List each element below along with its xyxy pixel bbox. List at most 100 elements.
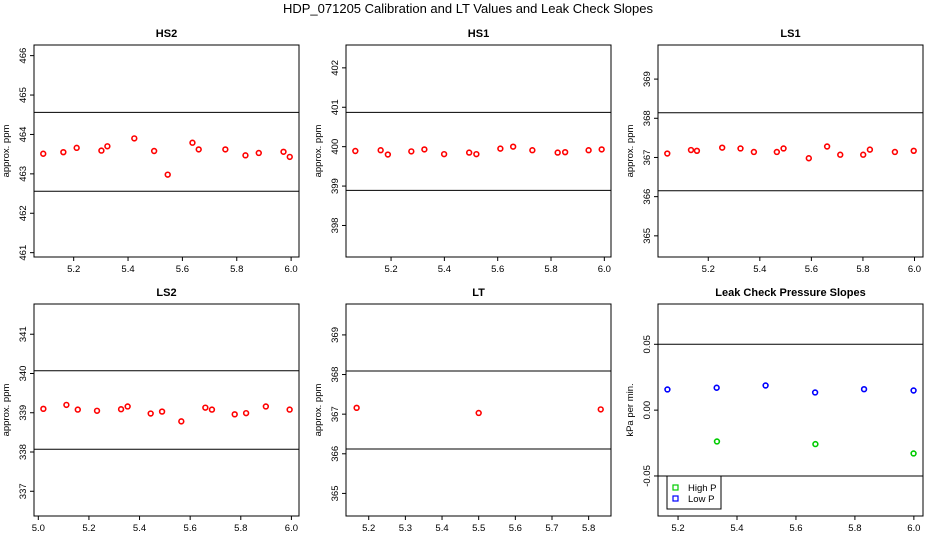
data-point [859, 151, 867, 158]
plot-frame [345, 44, 612, 258]
panel-title: Leak Check Pressure Slopes [715, 287, 865, 299]
data-point [178, 418, 185, 425]
x-tick-label: 5.7 [545, 523, 558, 534]
y-axis-label: approx. ppm [313, 125, 324, 178]
high-p-data-point [713, 438, 721, 445]
data-point [718, 144, 726, 151]
low-p-data-point [762, 382, 769, 389]
x-tick-label: 5.8 [544, 264, 557, 275]
y-tick-label: -0.05 [642, 465, 653, 487]
data-point [664, 150, 671, 157]
data-point [598, 146, 605, 153]
x-tick-label: 5.6 [184, 523, 197, 534]
data-point [465, 149, 473, 156]
y-tick-label: 368 [330, 367, 341, 383]
x-tick-label: 5.2 [384, 264, 397, 275]
y-tick-label: 465 [18, 87, 29, 103]
data-point [823, 143, 831, 150]
y-axis-label: approx. ppm [313, 384, 324, 437]
data-point [104, 143, 111, 150]
y-tick-label: 340 [18, 366, 29, 382]
data-point [158, 408, 166, 415]
panel-title: HS2 [156, 28, 177, 40]
legend-label: High P [688, 483, 717, 494]
data-point [255, 149, 262, 157]
x-tick-label: 6.0 [908, 264, 921, 275]
data-point [93, 407, 101, 414]
y-axis-label: approx. ppm [625, 125, 636, 178]
data-point [195, 146, 202, 153]
panel-hs2: HS2 approx. ppm 461 462 463 464 465 466 5.2 5.4 5.… [1, 28, 300, 275]
x-tick-label: 5.6 [789, 523, 802, 534]
data-point [597, 406, 604, 413]
data-point [124, 403, 131, 410]
data-point [805, 155, 813, 162]
y-tick-label: 369 [642, 71, 653, 87]
x-tick-label: 5.2 [362, 523, 375, 534]
x-tick-label: 5.8 [234, 523, 247, 534]
y-tick-label: 341 [18, 326, 29, 342]
x-tick-label: 5.2 [671, 523, 684, 534]
data-point [473, 150, 480, 158]
low-p-data-point [713, 384, 720, 391]
data-point [189, 139, 196, 146]
main-title: HDP_071205 Calibration and LT Values and… [283, 1, 654, 16]
high-p-data-point [812, 440, 819, 448]
data-point [98, 147, 105, 154]
data-point [910, 147, 917, 155]
x-tick-label: 6.0 [907, 523, 920, 534]
data-point [242, 409, 250, 417]
y-tick-label: 464 [18, 127, 29, 143]
data-point [208, 406, 216, 413]
data-point [242, 152, 249, 159]
plot-frame [33, 303, 300, 517]
data-point [737, 145, 744, 152]
legend-marker [672, 495, 679, 502]
y-tick-label: 368 [642, 110, 653, 126]
x-tick-label: 5.6 [805, 264, 818, 275]
y-tick-label: 369 [330, 327, 341, 343]
x-tick-label: 5.5 [472, 523, 485, 534]
y-axis-label: approx. ppm [1, 384, 12, 437]
x-tick-label: 6.0 [285, 523, 298, 534]
panel-leak-check-pressure-slopes: Leak Check Pressure Slopes kPa per min. -0… [625, 287, 924, 534]
x-tick-label: 6.0 [285, 264, 298, 275]
data-point [286, 153, 293, 161]
y-tick-label: 461 [18, 245, 29, 261]
data-point [231, 411, 238, 418]
y-tick-label: 0.05 [642, 335, 653, 354]
y-tick-label: 337 [18, 483, 29, 499]
low-p-data-point [910, 387, 917, 394]
x-tick-label: 5.4 [121, 264, 134, 275]
data-point [117, 406, 125, 413]
data-point [147, 410, 154, 417]
x-tick-label: 5.8 [230, 264, 243, 275]
data-point [74, 406, 81, 413]
x-tick-label: 5.4 [730, 523, 743, 534]
y-tick-label: 402 [330, 60, 341, 76]
x-tick-label: 5.6 [176, 264, 189, 275]
x-tick-label: 5.4 [133, 523, 146, 534]
panel-lt: LT approx. ppm 365 366 367 368 369 5.2 5.3 5.4 5.5… [313, 287, 612, 534]
data-point [131, 135, 138, 142]
data-point [408, 148, 415, 155]
data-point [837, 151, 844, 158]
y-tick-label: 366 [642, 189, 653, 205]
y-tick-label: 463 [18, 166, 29, 182]
data-point [202, 404, 209, 411]
y-tick-label: 365 [330, 485, 341, 501]
data-point [693, 147, 701, 155]
x-tick-label: 5.6 [491, 264, 504, 275]
y-axis-label: kPa per min. [625, 383, 636, 436]
y-tick-label: 466 [18, 48, 29, 64]
panel-title: LS2 [156, 287, 176, 299]
data-point [509, 143, 517, 150]
x-tick-label: 5.2 [67, 264, 80, 275]
x-tick-label: 5.2 [702, 264, 715, 275]
data-point [150, 147, 158, 155]
y-tick-label: 339 [18, 405, 29, 421]
y-tick-label: 400 [330, 139, 341, 155]
x-tick-label: 6.0 [598, 264, 611, 275]
y-tick-label: 401 [330, 99, 341, 115]
